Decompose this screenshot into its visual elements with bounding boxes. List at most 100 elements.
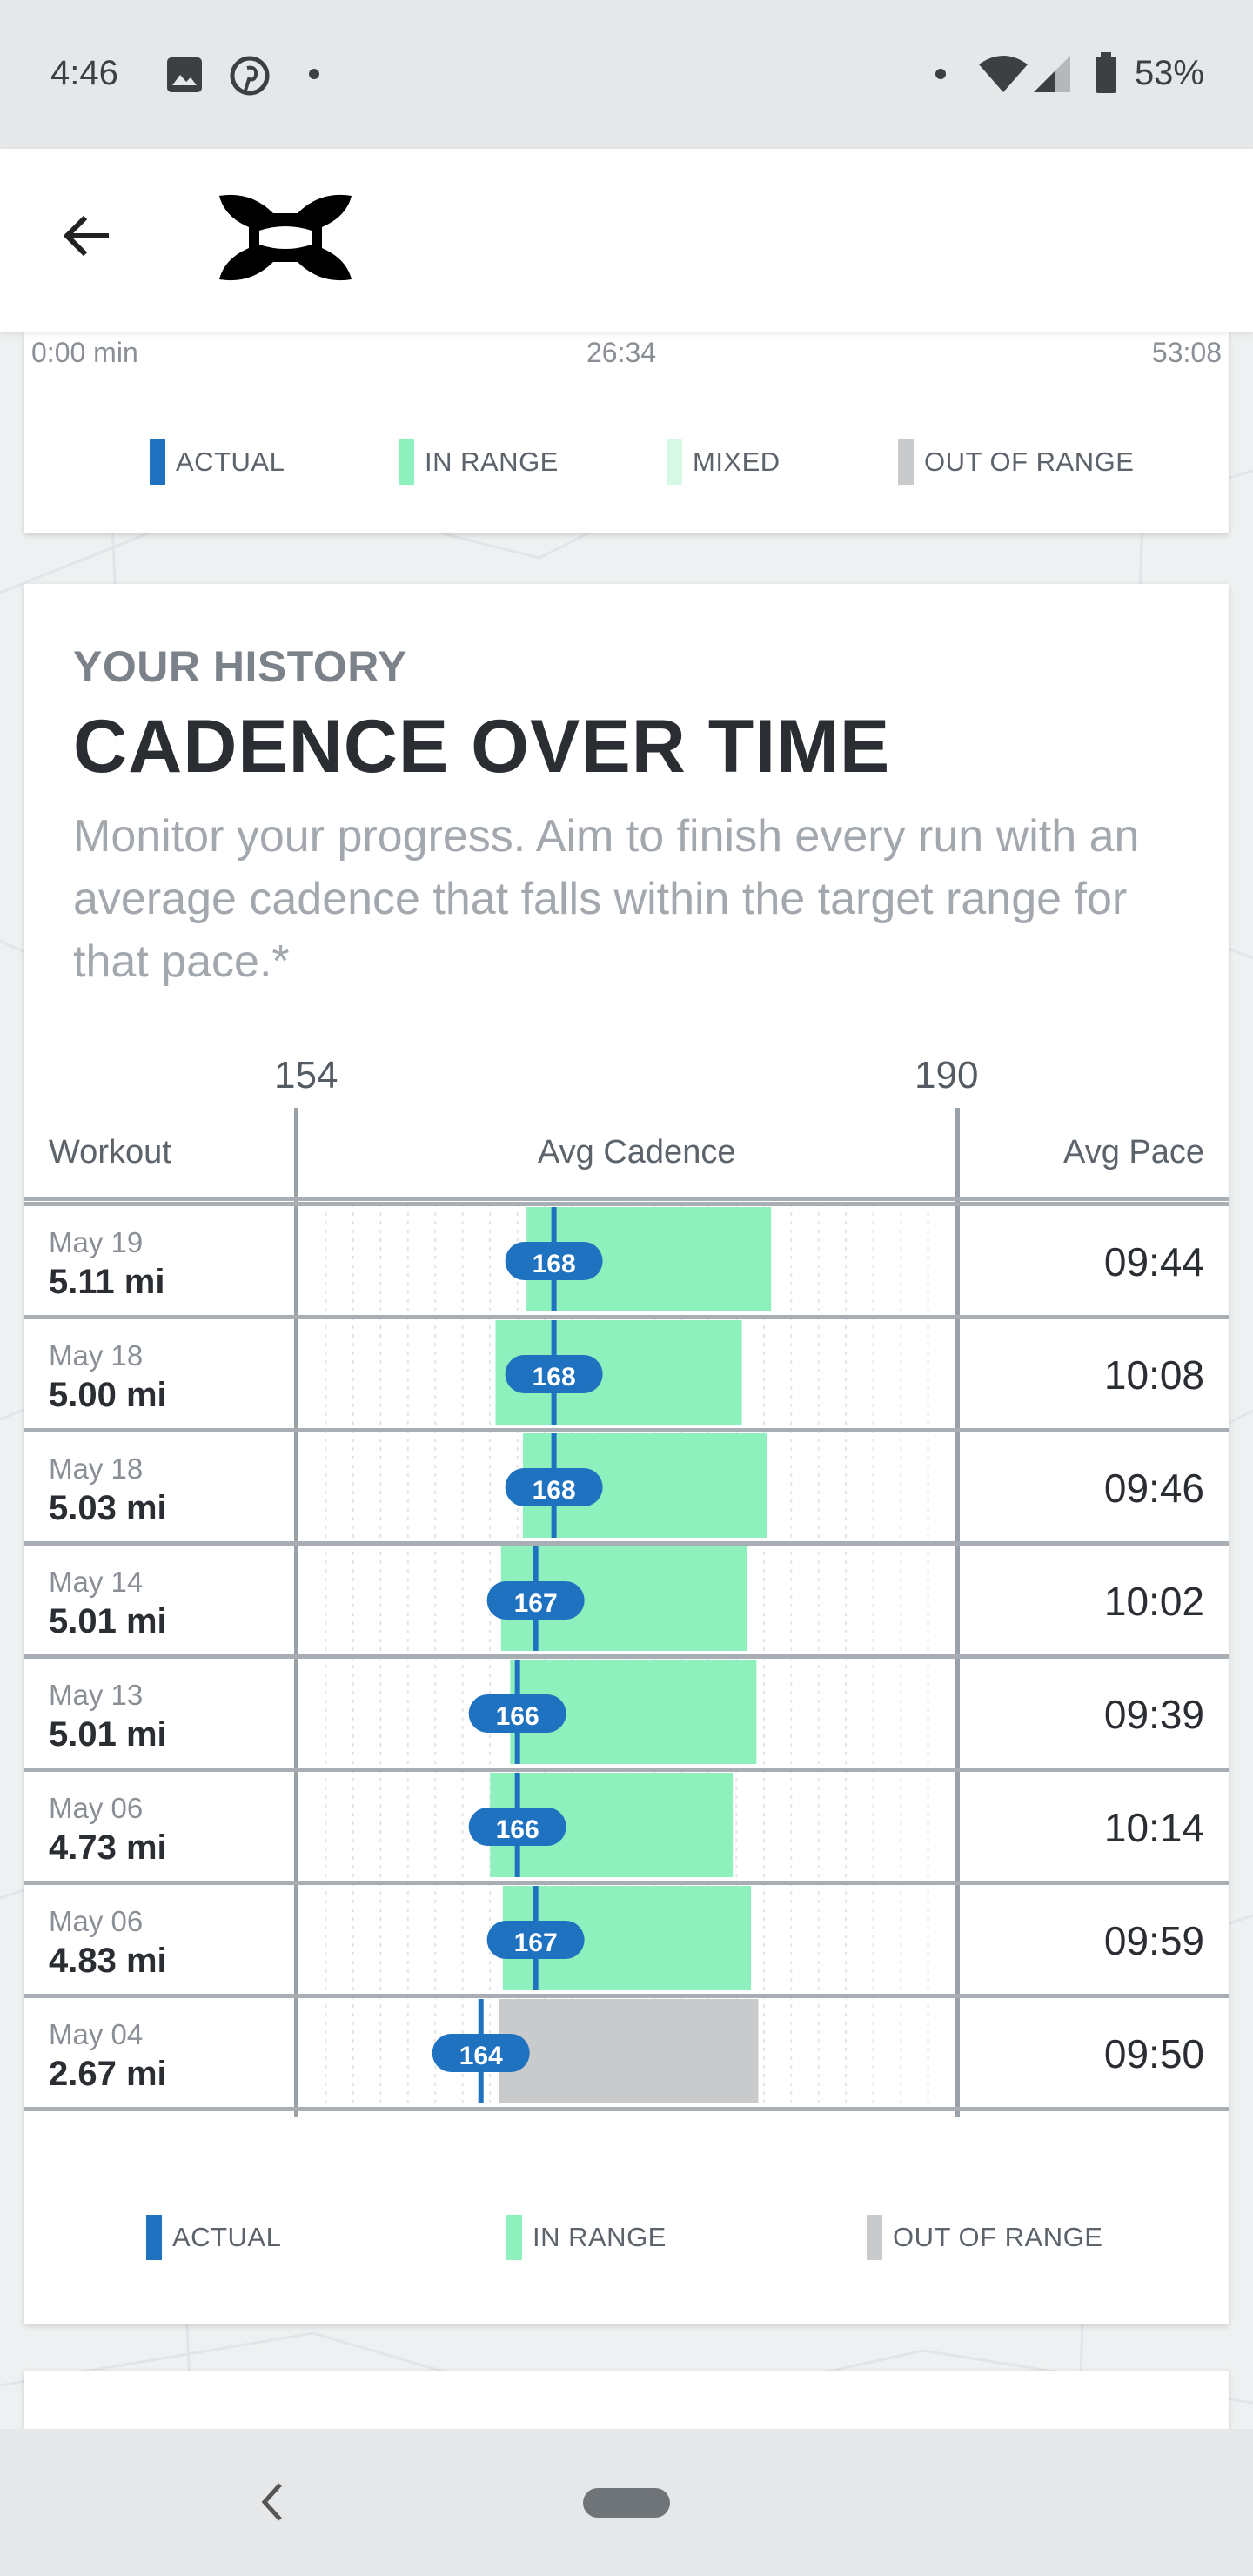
wifi-icon <box>979 56 1028 92</box>
cadence-chart: 168 168 168 167 166 166 167 164 <box>325 1204 929 2105</box>
workout-avg-pace: 09:59 <box>1103 1918 1204 1963</box>
workout-avg-pace: 09:46 <box>1103 1466 1204 1511</box>
cadence-value-label: 168 <box>533 1250 576 1278</box>
legend-in-range: IN RANGE <box>506 2215 667 2260</box>
section-title: CADENCE OVER TIME <box>73 705 891 788</box>
nav-home-pill[interactable] <box>583 2488 670 2518</box>
workout-avg-pace: 09:44 <box>1103 1239 1204 1285</box>
workout-avg-pace: 09:50 <box>1103 2031 1204 2076</box>
row-divider <box>24 2107 1229 2111</box>
cadence-value-label: 166 <box>496 1815 539 1844</box>
pinterest-icon <box>230 56 270 96</box>
column-divider <box>294 1108 298 2117</box>
row-divider <box>24 1315 1229 1319</box>
legend-label: IN RANGE <box>425 446 559 477</box>
arrow-left-icon[interactable] <box>56 205 118 267</box>
cadence-value-pill <box>505 1468 603 1506</box>
workout-distance: 4.73 mi <box>49 1828 167 1867</box>
workout-distance: 5.11 mi <box>49 1263 165 1301</box>
time-axis-start: 0:00 min <box>31 337 138 368</box>
section-description: Monitor your progress. Aim to finish eve… <box>73 811 1140 987</box>
workout-distance: 5.01 mi <box>49 1602 167 1640</box>
dot-icon <box>309 69 319 79</box>
legend-label: OUT OF RANGE <box>924 446 1135 477</box>
legend-swatch <box>667 439 682 485</box>
section-eyebrow: YOUR HISTORY <box>73 642 407 691</box>
workout-distance: 4.83 mi <box>49 1942 167 1980</box>
workout-date: May 06 <box>49 1905 144 1937</box>
status-bar: 4:46 53% <box>0 0 1253 149</box>
cadence-value-pill <box>486 1921 585 1959</box>
legend-swatch <box>506 2215 522 2260</box>
workout-date: May 06 <box>49 1792 144 1824</box>
workout-date: May 19 <box>49 1226 144 1258</box>
battery-icon <box>1096 52 1116 93</box>
image-icon <box>167 57 202 92</box>
under-armour-logo <box>219 194 352 281</box>
column-header-avg-cadence: Avg Cadence <box>538 1134 736 1171</box>
workout-date: May 18 <box>49 1452 144 1485</box>
workout-date: May 04 <box>49 2018 144 2050</box>
cadence-value-label: 164 <box>459 2042 503 2070</box>
workout-avg-pace: 10:08 <box>1103 1352 1204 1398</box>
row-divider <box>24 1654 1229 1659</box>
nav-back-icon[interactable] <box>254 2474 289 2530</box>
cadence-value-pill <box>468 1808 566 1846</box>
legend-swatch <box>898 439 914 485</box>
legend-label: ACTUAL <box>172 2222 282 2252</box>
content-area[interactable]: 0:00 min 26:34 53:08 ACTUAL IN RANGE MIX… <box>0 332 1253 2429</box>
scale-max-label: 190 <box>915 1054 979 1097</box>
legend-in-range: IN RANGE <box>399 439 559 485</box>
cadence-value-label: 168 <box>533 1363 576 1392</box>
out-of-range-bar <box>499 1999 759 2103</box>
column-divider <box>955 1108 960 2117</box>
next-card <box>24 2371 1229 2429</box>
workout-distance: 5.01 mi <box>49 1715 167 1754</box>
scale-min-label: 154 <box>274 1054 338 1097</box>
cadence-history-card: YOUR HISTORY CADENCE OVER TIME Monitor y… <box>24 584 1229 2324</box>
cadence-value-pill <box>505 1242 603 1280</box>
column-header-workout: Workout <box>49 1134 171 1171</box>
legend-swatch <box>867 2215 882 2260</box>
legend-actual: ACTUAL <box>150 439 285 485</box>
cadence-value-label: 166 <box>496 1702 539 1731</box>
legend-swatch <box>150 439 165 485</box>
cadence-value-label: 167 <box>514 1589 558 1618</box>
dot-icon <box>935 69 946 79</box>
column-header-avg-pace: Avg Pace <box>1063 1134 1204 1171</box>
cadence-value-label: 168 <box>533 1476 576 1505</box>
workout-distance: 2.67 mi <box>49 2055 167 2093</box>
legend-swatch <box>399 439 414 485</box>
cadence-value-pill <box>505 1355 603 1393</box>
cadence-value-label: 167 <box>514 1929 558 1957</box>
workout-distance: 5.00 mi <box>49 1376 167 1414</box>
row-divider <box>24 1541 1229 1546</box>
header-divider <box>24 1197 1229 1201</box>
row-divider <box>24 1881 1229 1885</box>
system-nav-bar <box>0 2429 1253 2576</box>
workout-distance: 5.03 mi <box>49 1489 167 1527</box>
legend-out-of-range: OUT OF RANGE <box>867 2215 1102 2260</box>
legend-mixed: MIXED <box>667 439 781 485</box>
battery-percent: 53% <box>1134 54 1204 92</box>
legend-actual: ACTUAL <box>146 2215 281 2260</box>
cadence-value-pill <box>468 1694 566 1733</box>
workout-avg-pace: 10:14 <box>1103 1805 1204 1850</box>
time-axis-end: 53:08 <box>1151 337 1222 368</box>
row-divider <box>24 1768 1229 1772</box>
workout-avg-pace: 10:02 <box>1103 1579 1204 1624</box>
cadence-value-pill <box>486 1581 585 1620</box>
time-axis-mid: 26:34 <box>586 337 657 368</box>
workout-date: May 18 <box>49 1339 144 1372</box>
workout-date: May 13 <box>49 1679 144 1711</box>
signal-icon <box>1034 56 1070 92</box>
row-divider <box>24 1994 1229 1998</box>
legend-label: ACTUAL <box>176 446 285 477</box>
cadence-value-pill <box>432 2034 530 2072</box>
legend-label: IN RANGE <box>533 2222 667 2252</box>
legend-label: OUT OF RANGE <box>893 2222 1103 2252</box>
legend-swatch <box>146 2215 162 2260</box>
row-divider <box>24 1428 1229 1432</box>
status-time: 4:46 <box>50 54 118 92</box>
legend-out-of-range: OUT OF RANGE <box>898 439 1134 485</box>
